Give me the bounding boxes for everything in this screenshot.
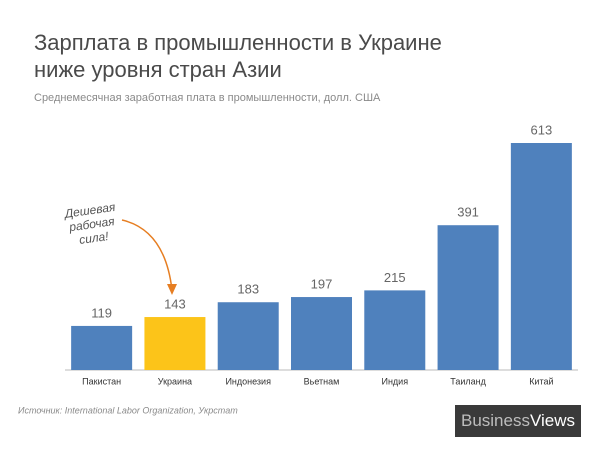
logo: BusinessViews xyxy=(461,411,575,430)
chart-subtitle: Среднемесячная заработная плата в промыш… xyxy=(34,92,381,104)
value-label: 197 xyxy=(311,276,333,291)
logo-first: Business xyxy=(461,411,530,430)
logo-box xyxy=(455,405,581,437)
value-label: 215 xyxy=(384,270,406,285)
bar xyxy=(437,225,499,370)
value-label: 391 xyxy=(457,205,479,220)
x-tick-label: Индонезия xyxy=(225,376,271,386)
x-tick-label: Таиланд xyxy=(450,376,486,386)
annotation-arrow xyxy=(121,219,173,291)
bar xyxy=(217,302,279,370)
logo-second: Views xyxy=(530,411,575,430)
x-tick-label: Китай xyxy=(529,376,553,386)
x-tick-label: Пакистан xyxy=(82,376,121,386)
source: Источник: International Labor Organizati… xyxy=(18,405,238,415)
chart-title: ниже уровня стран Азии xyxy=(34,57,282,82)
bar xyxy=(71,325,133,370)
x-tick-label: Украина xyxy=(158,376,192,386)
annotation-arrowhead xyxy=(167,284,177,295)
bar xyxy=(364,290,426,370)
value-label: 119 xyxy=(91,305,112,320)
bar xyxy=(510,143,572,370)
value-label: 183 xyxy=(237,282,259,297)
x-tick-label: Вьетнам xyxy=(304,376,340,386)
x-tick-label: Индия xyxy=(381,376,408,386)
value-label: 143 xyxy=(164,296,186,311)
annotation: сила! xyxy=(78,229,110,247)
bar xyxy=(291,297,352,370)
chart-title: Зарплата в промышленности в Украине xyxy=(34,30,442,55)
bar xyxy=(144,317,206,370)
annotation: рабочая xyxy=(67,214,116,234)
value-label: 613 xyxy=(531,122,553,137)
